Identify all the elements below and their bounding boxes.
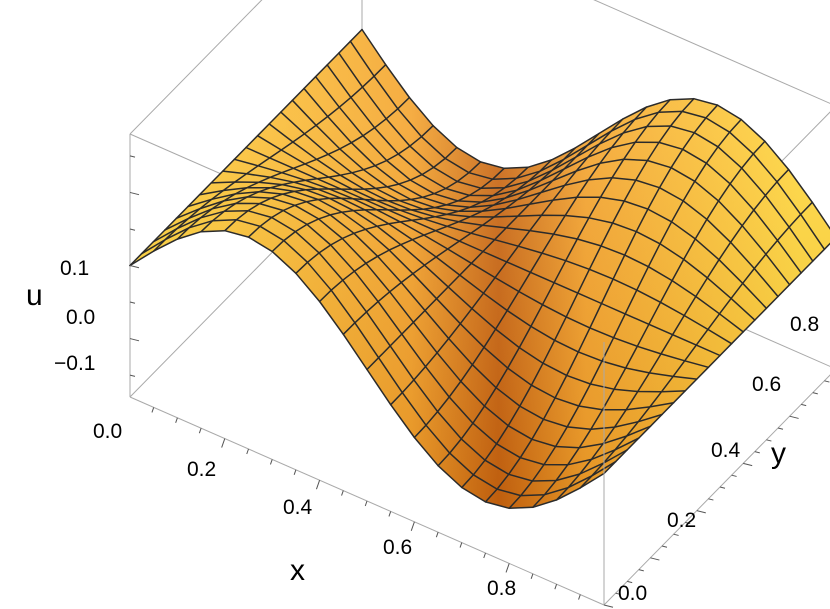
z-tick-label: 0.0 [66,306,95,329]
x-tick [221,438,226,448]
x-tick [388,511,392,517]
box-edge [593,0,830,104]
x-tick [435,532,439,538]
x-tick [293,469,297,475]
mesh-line-y [342,147,577,336]
y-tick-label: 0.4 [711,439,741,462]
y-tick [685,521,691,525]
mesh-line-y [271,167,505,253]
x-tick [459,542,463,548]
surface [129,28,830,510]
z-tick-labels: 0.1 0.0 −0.1 [54,257,95,375]
z-tick [129,265,140,269]
x-tick-label: 0.2 [187,458,216,481]
y-tick [673,533,679,536]
y-tick [824,380,830,383]
x-tick [578,594,581,600]
mesh-line-y [152,63,387,252]
mesh-line-y [224,146,458,232]
mesh-line-y [555,168,790,501]
y-tick [627,580,633,584]
x-tick [483,552,486,559]
y-tick-label: 0.6 [752,373,781,396]
y-tick [719,486,726,489]
y-tick [766,439,772,442]
y-tick-label: 0.0 [618,582,647,605]
x-tick [554,584,558,590]
mesh-line-y [603,242,830,475]
y-axis-label: y [771,437,786,470]
mesh-line-y [532,140,766,509]
y-tick [777,427,784,430]
y-tick [696,510,706,514]
mesh-line-y [247,161,482,238]
y-tick [812,392,818,395]
y-tick [743,462,753,467]
y-tick [650,557,660,561]
mesh-line-y [413,106,648,439]
y-tick [754,451,760,454]
z-tick [129,155,136,158]
x-axis-label: x [290,554,305,587]
x-tick-labels: 0.2 0.4 0.6 0.8 [187,458,516,600]
y-tick-label: 0.8 [790,313,819,336]
mesh-line-y [484,104,719,503]
z-tick-label: −0.1 [54,352,95,375]
y-tick [638,569,644,572]
mesh-line-y [200,124,434,233]
x-tick-label: 0.8 [487,577,516,600]
x-tick-label: 0.6 [383,536,412,559]
mesh-line-y [176,96,411,240]
z-tick [129,228,136,231]
x-tick [151,407,155,413]
y-tick [615,592,621,595]
x-tick [530,573,534,579]
x-tick-label: 0.4 [283,496,313,519]
y-tick [661,545,668,548]
x-tick [315,480,321,490]
x-tick [246,448,249,455]
mesh-line-y [508,118,742,510]
x-tick [505,563,510,573]
x-tick [364,500,368,507]
y-tick [603,604,614,608]
y-tick [789,415,799,419]
x-tick [269,459,273,465]
y-tick [708,498,714,501]
y-tick [731,474,737,477]
z-tick-label: 0.1 [60,257,89,280]
x-tick [410,521,415,531]
z-tick [129,338,140,342]
z-tick [129,374,136,377]
origin-tick-label: 0.0 [93,420,122,443]
mesh-line-y [461,97,695,489]
mesh-line-y [366,132,600,371]
mesh-line-y [129,28,363,267]
mesh-line-y [318,159,553,303]
mesh-line-y [437,98,671,467]
z-axis-label: u [26,279,43,312]
box-edge [129,0,263,135]
z-tick [129,301,136,304]
mesh-line-y [579,201,814,489]
axis-ticks [129,155,830,608]
x-tick [341,490,344,496]
y-tick-label: 0.2 [667,509,696,532]
x-tick [198,428,202,434]
mesh-line-y [389,118,624,406]
y-tick [801,403,807,407]
z-tick [129,191,140,196]
y-tick-labels: 0.0 0.2 0.4 0.6 0.8 [618,313,819,605]
mesh-line-y [295,166,529,275]
x-tick [175,417,178,423]
